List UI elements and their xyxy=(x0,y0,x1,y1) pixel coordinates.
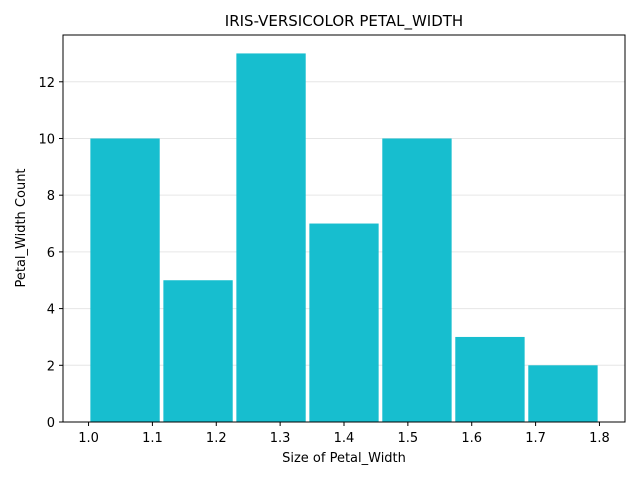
y-tick-label: 12 xyxy=(38,76,55,91)
x-tick-label: 1.6 xyxy=(461,431,482,446)
y-tick-label: 4 xyxy=(47,303,55,318)
x-axis-label: Size of Petal_Width xyxy=(282,451,406,466)
x-tick-label: 1.8 xyxy=(589,431,610,446)
chart-title: IRIS-VERSICOLOR PETAL_WIDTH xyxy=(225,12,463,31)
x-tick-label: 1.3 xyxy=(270,431,291,446)
y-tick-label: 0 xyxy=(47,416,55,431)
y-axis-label: Petal_Width Count xyxy=(14,168,29,287)
x-tick-label: 1.1 xyxy=(142,431,163,446)
histogram-bar xyxy=(163,280,233,422)
x-axis-ticks: 1.0 1.1 1.2 1.3 1.4 1.5 1.6 1.7 1.8 xyxy=(78,422,610,446)
y-tick-label: 2 xyxy=(47,359,55,374)
histogram-bar xyxy=(309,223,379,422)
x-tick-label: 1.4 xyxy=(334,431,355,446)
bars xyxy=(90,53,598,423)
y-tick-label: 10 xyxy=(38,132,55,147)
y-tick-label: 6 xyxy=(47,246,55,261)
x-tick-label: 1.0 xyxy=(78,431,99,446)
histogram-bar xyxy=(528,365,598,422)
x-tick-label: 1.5 xyxy=(398,431,419,446)
histogram-bar xyxy=(236,53,306,423)
x-tick-label: 1.2 xyxy=(206,431,227,446)
y-axis-ticks: 0 2 4 6 8 10 12 xyxy=(38,76,63,431)
histogram-bar xyxy=(90,138,160,422)
histogram-bar xyxy=(455,336,525,422)
y-tick-label: 8 xyxy=(47,189,55,204)
x-tick-label: 1.7 xyxy=(525,431,546,446)
histogram-bar xyxy=(382,138,452,422)
